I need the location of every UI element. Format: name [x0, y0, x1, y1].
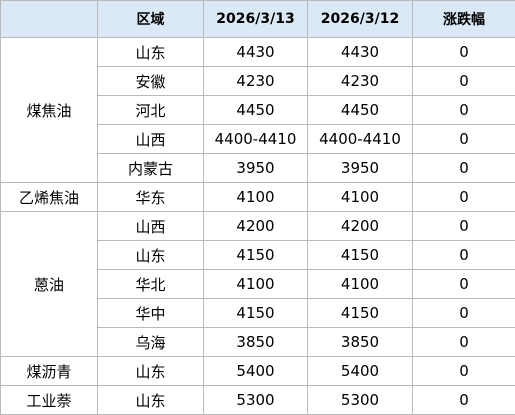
price-cell-date-1: 4400-4410 — [203, 124, 308, 154]
change-cell: 0 — [412, 182, 515, 212]
price-cell-date-2: 4450 — [307, 95, 413, 125]
price-cell-date-1: 4200 — [203, 211, 308, 241]
change-cell: 0 — [412, 327, 515, 357]
table-body: 煤焦油 山东 4430 4430 0 安徽 4230 4230 0 河北 4450 4450 0 山西 44… — [0, 37, 515, 415]
change-cell: 0 — [412, 95, 515, 125]
table-row: 乙烯焦油 华东 4100 4100 0 — [0, 182, 515, 212]
category-cell: 蒽油 — [0, 211, 98, 357]
change-cell: 0 — [412, 124, 515, 154]
category-cell: 煤沥青 — [0, 356, 98, 386]
change-cell: 0 — [412, 269, 515, 299]
change-cell: 0 — [412, 240, 515, 270]
price-cell-date-2: 4400-4410 — [307, 124, 413, 154]
price-cell-date-2: 3950 — [307, 153, 413, 183]
region-cell: 河北 — [97, 95, 204, 125]
table-row: 内蒙古 3950 3950 0 — [1, 153, 515, 183]
region-cell: 山西 — [97, 211, 204, 241]
region-cell: 华北 — [97, 269, 204, 299]
region-cell: 乌海 — [97, 327, 204, 357]
price-cell-date-2: 4150 — [307, 240, 413, 270]
region-cell: 山东 — [97, 356, 204, 386]
price-cell-date-1: 4150 — [203, 298, 308, 328]
category-cell: 乙烯焦油 — [0, 182, 98, 212]
price-cell-date-1: 4100 — [203, 182, 308, 212]
price-cell-date-1: 4150 — [203, 240, 308, 270]
region-cell: 山东 — [97, 37, 204, 67]
change-cell: 0 — [412, 385, 515, 415]
price-cell-date-1: 4230 — [203, 66, 308, 96]
price-cell-date-2: 4430 — [307, 37, 413, 67]
price-cell-date-1: 4100 — [203, 269, 308, 299]
table-row: 山西 4400-4410 4400-4410 0 — [1, 124, 515, 154]
change-cell: 0 — [412, 37, 515, 67]
price-cell-date-1: 5300 — [203, 385, 308, 415]
change-cell: 0 — [412, 211, 515, 241]
header-date-2: 2026/3/12 — [307, 0, 413, 38]
region-cell: 华中 — [97, 298, 204, 328]
region-cell: 山东 — [97, 240, 204, 270]
price-cell-date-1: 3950 — [203, 153, 308, 183]
table-row: 煤沥青 山东 5400 5400 0 — [0, 356, 515, 386]
table-row: 安徽 4230 4230 0 — [1, 66, 515, 96]
price-cell-date-2: 4150 — [307, 298, 413, 328]
region-cell: 山东 — [97, 385, 204, 415]
header-change: 涨跌幅 — [412, 0, 515, 38]
region-cell: 华东 — [97, 182, 204, 212]
table-row: 华中 4150 4150 0 — [1, 298, 515, 328]
category-cell: 工业萘 — [0, 385, 98, 415]
change-cell: 0 — [412, 356, 515, 386]
region-cell: 安徽 — [97, 66, 204, 96]
table-row: 山东 4150 4150 0 — [1, 240, 515, 270]
change-cell: 0 — [412, 66, 515, 96]
price-cell-date-2: 5400 — [307, 356, 413, 386]
region-cell: 内蒙古 — [97, 153, 204, 183]
price-cell-date-1: 3850 — [203, 327, 308, 357]
region-cell: 山西 — [97, 124, 204, 154]
price-cell-date-1: 4450 — [203, 95, 308, 125]
price-cell-date-2: 3850 — [307, 327, 413, 357]
header-category — [0, 0, 98, 38]
header-row: 区域 2026/3/13 2026/3/12 涨跌幅 — [0, 0, 515, 38]
table-row: 工业萘 山东 5300 5300 0 — [0, 385, 515, 415]
change-cell: 0 — [412, 298, 515, 328]
table-row: 河北 4450 4450 0 — [1, 95, 515, 125]
price-cell-date-2: 5300 — [307, 385, 413, 415]
table-row: 华北 4100 4100 0 — [1, 269, 515, 299]
category-cell: 煤焦油 — [0, 37, 98, 183]
header-date-1: 2026/3/13 — [203, 0, 308, 38]
price-cell-date-2: 4100 — [307, 269, 413, 299]
change-cell: 0 — [412, 153, 515, 183]
price-cell-date-2: 4200 — [307, 211, 413, 241]
price-cell-date-1: 4430 — [203, 37, 308, 67]
price-cell-date-1: 5400 — [203, 356, 308, 386]
table-row: 煤焦油 山东 4430 4430 0 — [0, 37, 515, 183]
header-region: 区域 — [97, 0, 204, 38]
price-cell-date-2: 4100 — [307, 182, 413, 212]
price-cell-date-2: 4230 — [307, 66, 413, 96]
table-row: 蒽油 山西 4200 4200 0 — [0, 211, 515, 357]
